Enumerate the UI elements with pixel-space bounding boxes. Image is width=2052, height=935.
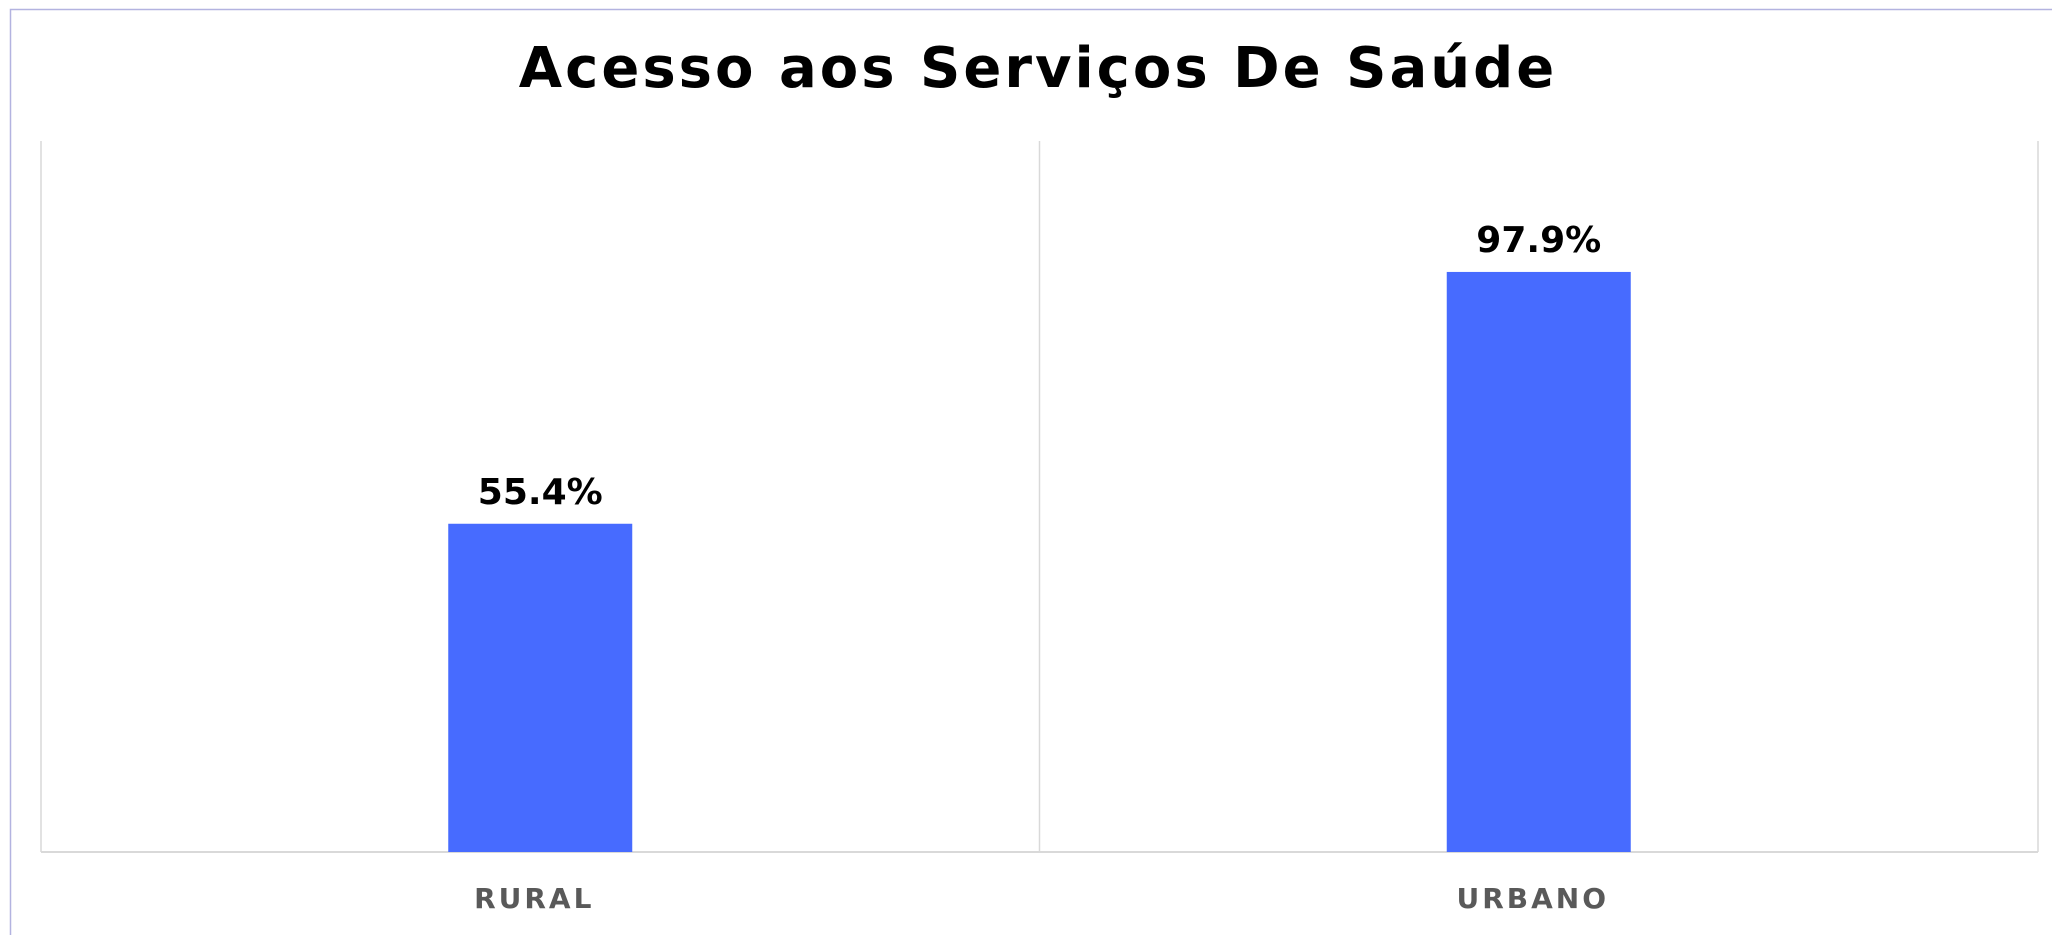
bar (448, 523, 633, 852)
value-label: 55.4% (478, 472, 603, 513)
chart-border (9, 8, 2052, 935)
value-label: 97.9% (1476, 220, 1601, 261)
x-tick-label: URBANO (1456, 882, 1609, 915)
x-tick-label: RURAL (474, 882, 594, 915)
bar (1446, 271, 1631, 852)
chart-title: Acesso aos Serviços De Saúde (519, 36, 1557, 101)
